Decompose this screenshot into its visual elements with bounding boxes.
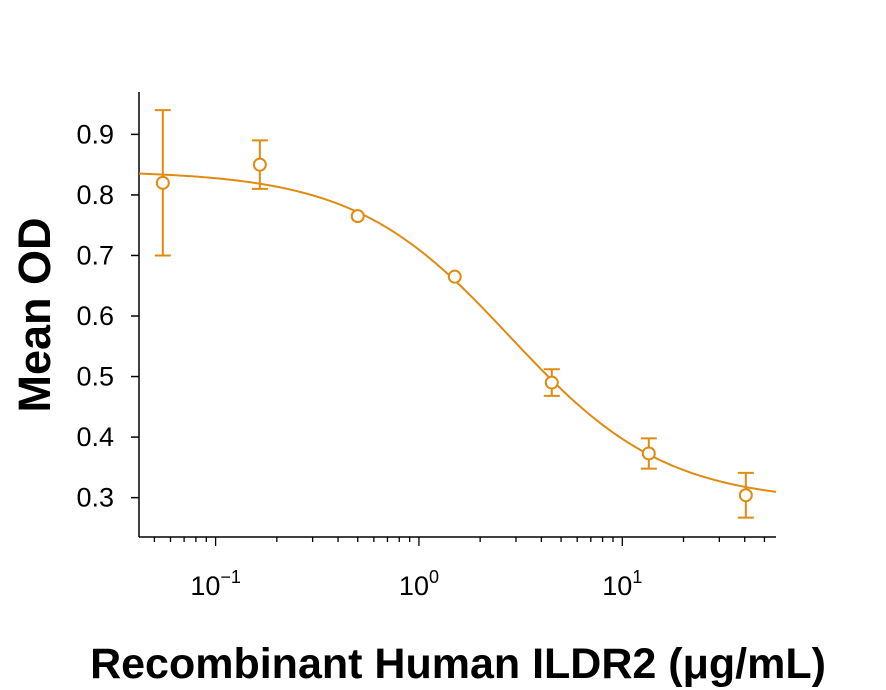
- x-tick-label-exponent: 0: [429, 567, 439, 587]
- x-tick-label: 10−1: [190, 567, 241, 601]
- data-point: [447, 269, 462, 284]
- data-point: [350, 209, 365, 224]
- y-tick-label: 0.8: [76, 180, 114, 210]
- x-tick-label: 100: [399, 567, 439, 601]
- data-marker: [252, 157, 267, 172]
- data-points: [154, 109, 754, 519]
- x-tick-label-exponent: 1: [632, 567, 642, 587]
- x-tick-label-exponent: −1: [220, 567, 241, 587]
- x-axis-title: Recombinant Human ILDR2 (μg/mL): [90, 640, 826, 688]
- y-tick-label: 0.7: [76, 240, 114, 270]
- data-point: [251, 139, 268, 190]
- y-tick-label: 0.5: [76, 362, 114, 392]
- fit-curve: [138, 172, 777, 493]
- data-marker: [447, 269, 462, 284]
- x-tick-label-base: 10: [190, 571, 220, 601]
- data-point: [737, 471, 754, 519]
- y-tick-label: 0.6: [76, 301, 114, 331]
- y-tick-label: 0.9: [76, 119, 114, 149]
- data-marker: [738, 488, 753, 503]
- fit-curve-group: [138, 172, 777, 493]
- x-tick-label: 101: [602, 567, 642, 601]
- tick-labels: 0.30.40.50.60.70.80.910−1 100 101: [76, 119, 642, 601]
- data-point: [154, 109, 171, 257]
- y-axis-title: Mean OD: [9, 217, 60, 412]
- x-tick-label-base: 10: [602, 571, 632, 601]
- data-marker: [350, 209, 365, 224]
- x-tick-label-base: 10: [399, 571, 429, 601]
- data-point: [543, 368, 560, 397]
- axes: [131, 92, 776, 546]
- data-marker: [155, 175, 170, 190]
- data-marker: [544, 375, 559, 390]
- data-point: [640, 437, 657, 470]
- y-tick-label: 0.4: [76, 422, 114, 452]
- y-tick-label: 0.3: [76, 483, 114, 513]
- data-marker: [641, 446, 656, 461]
